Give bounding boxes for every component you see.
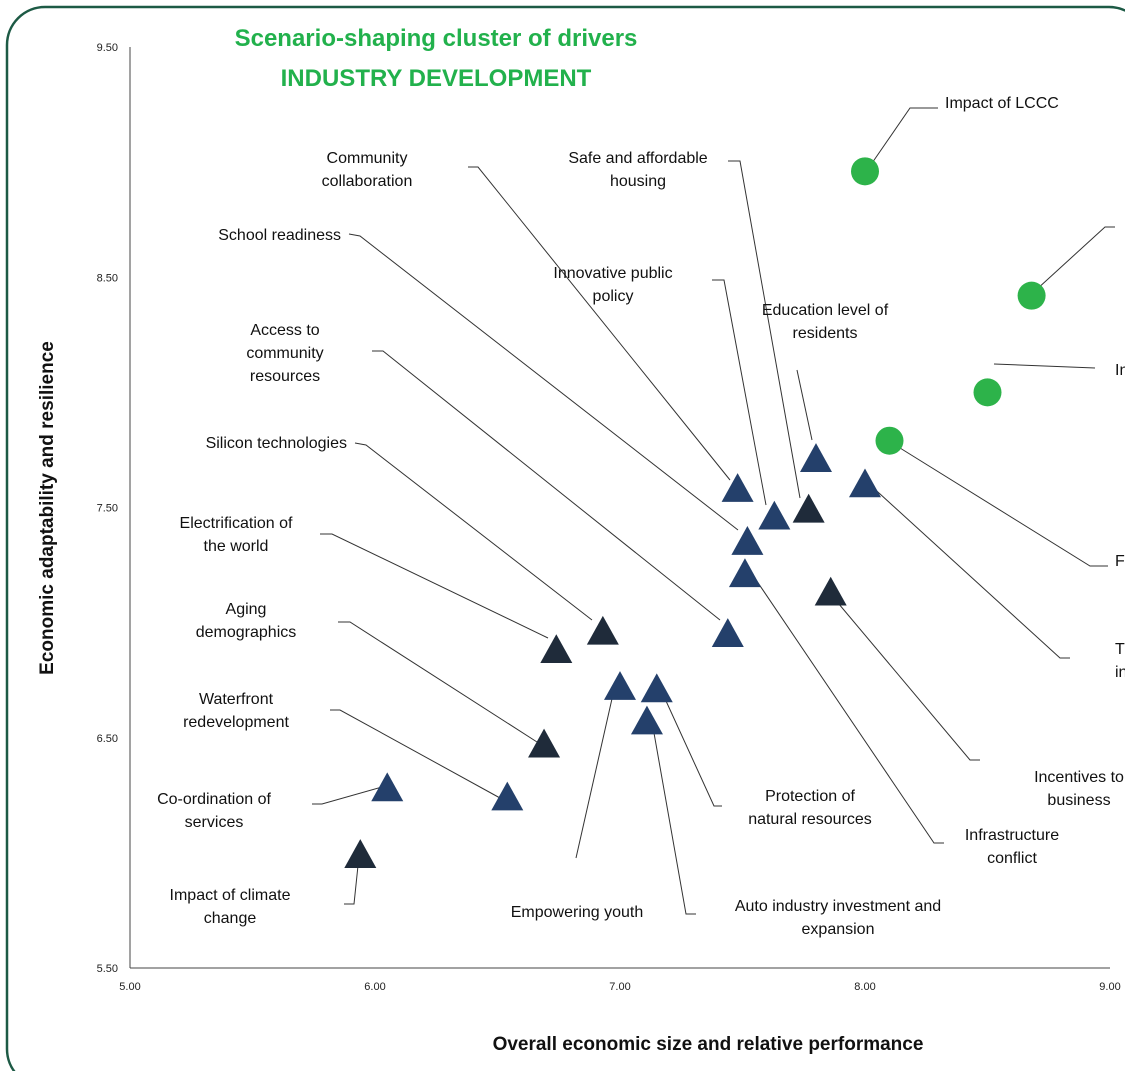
point-label: School readiness xyxy=(218,227,341,244)
point-label: In xyxy=(1115,362,1125,379)
circle-marker xyxy=(1017,281,1046,310)
leader-line xyxy=(899,447,1108,567)
point-label: Impact of climate change xyxy=(170,887,291,927)
leader-line xyxy=(867,482,1070,659)
point-label: Access to community resources xyxy=(246,322,323,385)
leader-lines xyxy=(312,107,1115,915)
triangle-marker xyxy=(800,443,832,472)
point-label: Safe and affordable housing xyxy=(568,150,707,190)
leader-line xyxy=(372,350,721,621)
point-label: Community collaboration xyxy=(322,150,413,190)
point-label: Impact of LCCC xyxy=(945,95,1059,112)
data-markers xyxy=(344,157,1046,868)
point-label: Innovative public policy xyxy=(553,265,672,305)
y-axis-title: Economic adaptability and resilience xyxy=(37,341,58,675)
leader-line xyxy=(993,363,1096,369)
leader-line xyxy=(320,533,549,639)
triangle-marker xyxy=(640,673,673,703)
point-label: Education level of residents xyxy=(762,302,889,342)
triangle-marker xyxy=(344,839,377,868)
x-tick-label: 7.00 xyxy=(609,981,630,993)
x-axis-title: Overall economic size and relative perfo… xyxy=(493,1034,924,1055)
x-tick-label: 9.00 xyxy=(1099,981,1120,993)
tick-labels: 5.00 6.00 7.00 8.00 9.00 5.50 6.50 7.50 8.50 9.50 xyxy=(97,42,1121,993)
point-label: Aging demographics xyxy=(196,601,297,641)
leader-line xyxy=(348,233,739,531)
x-tick-label: 8.00 xyxy=(854,981,875,993)
leader-line xyxy=(712,279,767,506)
y-tick-label: 5.50 xyxy=(97,963,118,975)
triangle-marker xyxy=(604,671,636,700)
y-tick-label: 8.50 xyxy=(97,272,118,284)
circle-marker xyxy=(973,378,1002,407)
leader-line xyxy=(344,855,360,905)
point-label: Empowering youth xyxy=(511,904,644,921)
point-label: Protection of natural resources xyxy=(748,788,872,828)
triangle-marker xyxy=(371,772,404,802)
triangle-marker xyxy=(792,493,825,523)
triangle-marker xyxy=(758,500,791,530)
point-label: Auto industry investment and expansion xyxy=(735,898,941,938)
x-tick-label: 5.00 xyxy=(119,981,140,993)
triangle-marker xyxy=(491,781,524,811)
leader-line xyxy=(747,567,944,844)
leader-line xyxy=(330,709,501,799)
point-label: Waterfront redevelopment xyxy=(183,691,289,731)
point-label: F xyxy=(1115,553,1125,570)
triangle-marker xyxy=(814,576,847,606)
point-labels: Impact of LCCC In F Community collaboration S… xyxy=(157,95,1125,938)
leader-line xyxy=(728,160,801,499)
point-label: Infrastructure conflict xyxy=(965,827,1059,867)
triangle-marker xyxy=(731,526,764,555)
triangle-marker xyxy=(711,618,744,647)
leader-line xyxy=(468,166,731,481)
leader-line xyxy=(832,596,980,761)
triangle-marker xyxy=(630,705,663,735)
triangle-marker xyxy=(540,634,573,664)
point-label: Trin xyxy=(1115,641,1125,681)
triangle-marker xyxy=(586,615,619,645)
y-tick-label: 6.50 xyxy=(97,733,118,745)
triangle-marker xyxy=(849,468,881,498)
triangle-marker xyxy=(721,473,754,502)
point-label: Silicon technologies xyxy=(206,435,347,452)
y-tick-label: 9.50 xyxy=(97,42,118,54)
point-label: Electrification of the world xyxy=(180,515,293,555)
leader-line xyxy=(354,442,593,621)
circle-marker xyxy=(875,426,904,455)
chart-title-line-1: Scenario-shaping cluster of drivers xyxy=(235,25,638,52)
triangle-marker xyxy=(728,558,761,588)
leader-line xyxy=(338,621,538,743)
y-tick-label: 7.50 xyxy=(97,503,118,515)
leader-line xyxy=(575,680,617,859)
point-label: Co-ordination of services xyxy=(157,791,271,831)
leader-line xyxy=(312,786,383,805)
frame-border xyxy=(5,5,1125,1071)
leader-line xyxy=(796,369,813,441)
leader-line xyxy=(1035,226,1115,291)
chart-title-line-2: INDUSTRY DEVELOPMENT xyxy=(281,65,592,92)
triangle-marker xyxy=(528,728,561,758)
circle-marker xyxy=(851,157,879,186)
x-tick-label: 6.00 xyxy=(364,981,385,993)
leader-line xyxy=(869,107,938,167)
leader-line xyxy=(660,689,722,807)
point-label: Incentives to business xyxy=(1034,769,1124,809)
leader-line xyxy=(650,715,696,915)
